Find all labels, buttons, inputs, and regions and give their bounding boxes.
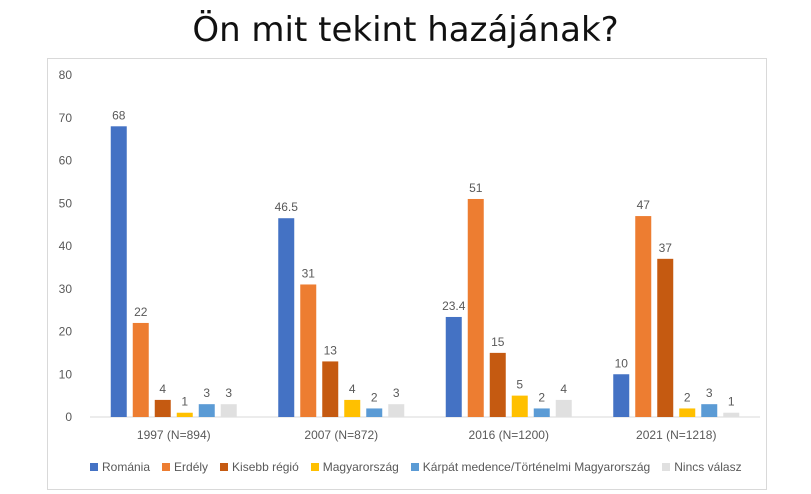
data-label: 4 [349,382,356,396]
bar [154,399,171,417]
legend-label: Kisebb régió [232,460,299,474]
legend-label: Erdély [174,460,209,474]
bar [679,408,696,417]
bar [110,126,127,418]
bar [132,322,149,417]
bar [555,399,572,417]
bar [300,284,317,417]
legend-swatch [220,463,229,471]
bar [701,404,718,417]
y-tick-label: 20 [59,325,73,339]
legend-swatch [162,463,171,471]
plot-frame [47,58,767,490]
bar [388,404,405,417]
bar [176,412,193,417]
data-label: 4 [560,382,567,396]
data-label: 10 [615,356,629,370]
y-tick-label: 60 [59,154,73,168]
bar [467,198,484,417]
legend-item: Magyarország [310,460,399,474]
legend-swatch [410,463,419,471]
data-label: 13 [324,343,338,357]
data-label: 2 [538,390,545,404]
x-category-label: 2016 (N=1200) [469,428,549,442]
y-tick-label: 70 [59,111,73,125]
bar [635,216,652,417]
data-label: 15 [491,335,505,349]
y-tick-label: 50 [59,196,73,210]
bar [198,404,215,417]
bar [489,352,506,417]
bar [723,412,740,417]
bar [344,399,361,417]
legend-item: Erdély [162,460,208,474]
bar [278,218,295,417]
y-tick-label: 10 [59,367,73,381]
chart-title: Ön mit tekint hazájának? [192,10,619,50]
data-label: 1 [181,395,188,409]
bar [533,408,550,417]
data-label: 1 [728,395,735,409]
x-category-label: 2007 (N=872) [304,428,378,442]
y-axis: 0 10 20 30 40 50 60 70 80 [59,68,73,424]
bar [511,395,528,417]
legend-swatch [310,463,319,471]
legend-item: Kárpát medence/Történelmi Magyarország [410,460,651,474]
data-label: 22 [134,305,148,319]
legend-item: Kisebb régió [220,460,299,474]
bar [613,374,630,417]
bar [220,404,237,417]
data-label: 3 [203,386,210,400]
legend: Románia Erdély Kisebb régió Magyarország Kár… [90,458,742,476]
bar [366,408,383,417]
data-label: 51 [469,181,483,195]
legend-swatch [90,463,98,471]
data-label: 68 [112,108,126,122]
data-label: 3 [225,386,232,400]
x-category-label: 2021 (N=1218) [636,428,716,442]
bar [445,316,462,417]
data-label: 31 [302,266,316,280]
y-tick-label: 80 [59,68,73,82]
data-label: 4 [159,382,166,396]
data-label: 47 [637,198,651,212]
legend-label: Magyarország [322,460,399,474]
data-label: 5 [516,378,523,392]
legend-item: Nincs válasz [662,460,742,474]
y-tick-label: 40 [59,239,73,253]
data-label: 2 [684,390,691,404]
bar [657,258,674,417]
y-tick-label: 0 [65,410,72,424]
legend-item: Románia [90,460,150,474]
x-category-label: 1997 (N=894) [137,428,211,442]
y-tick-label: 30 [59,282,73,296]
bars [110,126,740,418]
x-axis: 1997 (N=894) 2007 (N=872) 2016 (N=1200) 202… [137,428,717,442]
data-label: 23.4 [442,299,466,313]
data-label: 2 [371,390,378,404]
legend-swatch [662,463,671,471]
bar [322,361,339,417]
legend-label: Románia [102,460,151,474]
legend-label: Kárpát medence/Történelmi Magyarország [422,460,651,474]
data-label: 37 [659,241,673,255]
data-label: 3 [393,386,400,400]
legend-label: Nincs válasz [674,460,742,474]
data-label: 46.5 [275,200,299,214]
data-label: 3 [706,386,713,400]
